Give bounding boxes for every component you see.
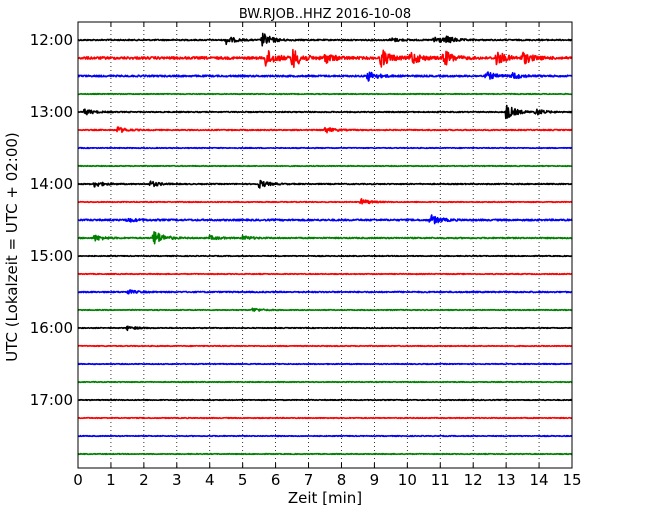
plot-frame (77, 21, 573, 469)
y-tick-label: 13:00 (30, 103, 73, 121)
x-axis-label: Zeit [min] (288, 489, 362, 507)
trace-line (77, 214, 573, 225)
trace-line (77, 398, 573, 402)
x-tick-label: 4 (205, 471, 215, 489)
trace-line (77, 344, 573, 348)
x-tick-label: 15 (562, 471, 581, 489)
trace-line (77, 362, 573, 366)
trace-line (77, 254, 573, 258)
trace-line (77, 104, 573, 120)
x-tick-label: 12 (464, 471, 483, 489)
trace-line (77, 380, 573, 384)
x-tick-label: 1 (106, 471, 116, 489)
trace-line (77, 146, 573, 150)
y-tick-label: 14:00 (30, 175, 73, 193)
x-tick-label: 0 (73, 471, 83, 489)
y-tick-label: 17:00 (30, 391, 73, 409)
x-tick-label: 10 (398, 471, 417, 489)
x-tick-label: 14 (530, 471, 549, 489)
trace-line (77, 126, 573, 134)
trace-line (77, 179, 573, 189)
trace-line (77, 272, 573, 276)
trace-line (77, 71, 573, 82)
trace-line (77, 452, 573, 456)
x-tick-label: 7 (304, 471, 314, 489)
y-tick-label: 16:00 (30, 319, 73, 337)
axis-ticks: 0 1 2 3 4 5 6 7 8 9 10 11 12 13 14 1512:0013:0014:0015:… (30, 22, 582, 489)
trace-line (77, 198, 573, 205)
trace-line (77, 32, 573, 47)
y-axis-label: UTC (Lokalzeit = UTC + 02:00) (3, 132, 21, 362)
x-tick-label: 9 (370, 471, 380, 489)
chart-title: BW.RJOB..HHZ 2016-10-08 (239, 7, 411, 22)
trace-line (77, 434, 573, 438)
x-tick-label: 3 (172, 471, 182, 489)
trace-line (77, 416, 573, 420)
trace-line (77, 307, 573, 312)
trace-line (77, 325, 573, 332)
x-tick-label: 5 (238, 471, 248, 489)
trace-line (77, 164, 573, 168)
x-tick-label: 8 (337, 471, 347, 489)
trace-line (77, 48, 573, 69)
x-tick-label: 11 (431, 471, 450, 489)
y-tick-label: 12:00 (30, 31, 73, 49)
trace-line (77, 289, 573, 295)
trace-line (77, 230, 573, 245)
trace-group (77, 32, 573, 456)
x-tick-label: 6 (271, 471, 281, 489)
trace-line (77, 92, 573, 96)
x-tick-label: 2 (139, 471, 149, 489)
x-tick-label: 13 (497, 471, 516, 489)
y-tick-label: 15:00 (30, 247, 73, 265)
